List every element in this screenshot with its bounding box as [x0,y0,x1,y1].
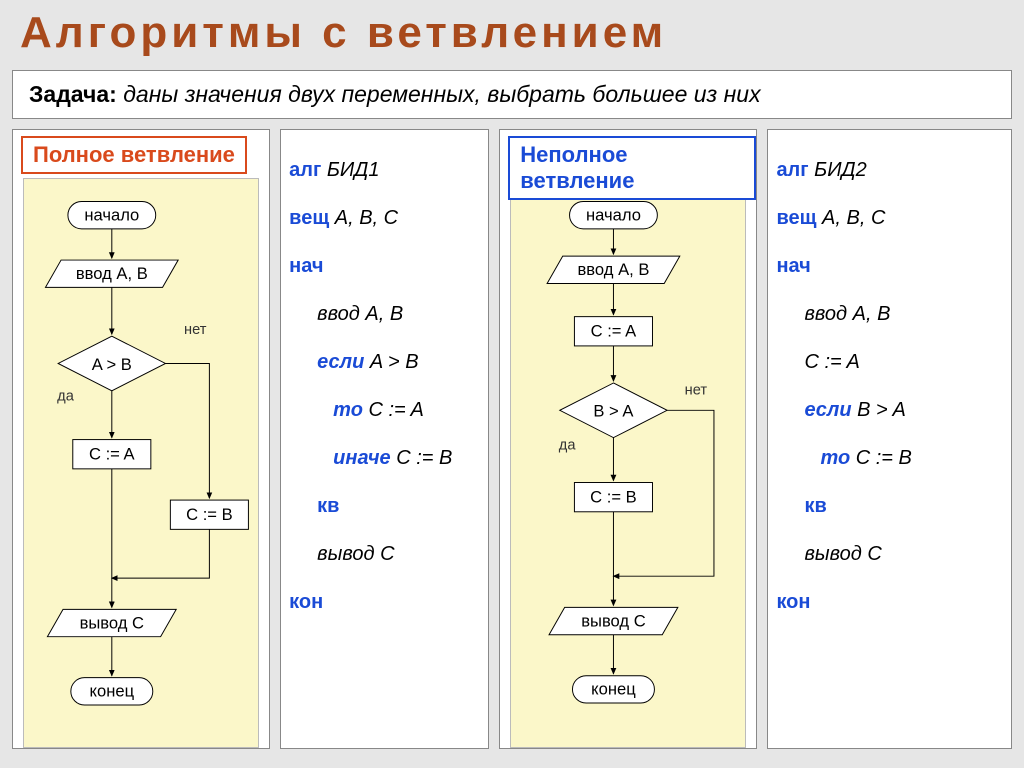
svg-text:да: да [57,389,75,405]
svg-text:C := B: C := B [186,505,233,524]
panel-title-full: Полное ветвление [21,136,247,174]
svg-text:ввод A, B: ввод A, B [76,264,148,283]
svg-text:вывод C: вывод C [581,611,645,630]
svg-text:начало: начало [84,206,139,225]
task-label: Задача: [29,81,117,107]
svg-text:да: да [559,437,577,453]
code-partial: алг БИД2 вещ A, B, C нач ввод A, B C := … [767,129,1012,749]
flowchart-full: начало ввод A, B A > B нет да C := A C :… [24,179,258,747]
svg-text:A > B: A > B [92,355,132,374]
svg-text:конец: конец [90,682,135,701]
columns: Полное ветвление начало ввод A, B A > B [0,129,1024,749]
panel-partial-branch: Неполное ветвление начало ввод A, B C : [499,129,757,749]
svg-text:ввод A, B: ввод A, B [578,260,650,279]
svg-text:B > A: B > A [594,402,635,421]
svg-text:C := A: C := A [591,322,638,341]
flowchart-partial: начало ввод A, B C := A B > A нет да C :… [511,179,745,747]
code-full: алг БИД1 вещ A, B, C нач ввод A, B если … [280,129,489,749]
task-bar: Задача: даны значения двух переменных, в… [12,70,1012,119]
flow-area-right: начало ввод A, B C := A B > A нет да C :… [510,178,746,748]
flow-area-left: начало ввод A, B A > B нет да C := A C :… [23,178,259,748]
svg-text:конец: конец [591,680,636,699]
svg-text:C := B: C := B [590,488,637,507]
svg-text:вывод C: вывод C [80,613,144,632]
svg-text:нет: нет [184,322,207,338]
svg-text:нет: нет [685,383,708,399]
panel-title-partial: Неполное ветвление [508,136,756,200]
svg-text:начало: начало [586,206,641,225]
task-text: даны значения двух переменных, выбрать б… [117,81,761,107]
page-title: Алгоритмы с ветвлением [0,0,1024,70]
panel-full-branch: Полное ветвление начало ввод A, B A > B [12,129,270,749]
svg-text:C := A: C := A [89,445,136,464]
